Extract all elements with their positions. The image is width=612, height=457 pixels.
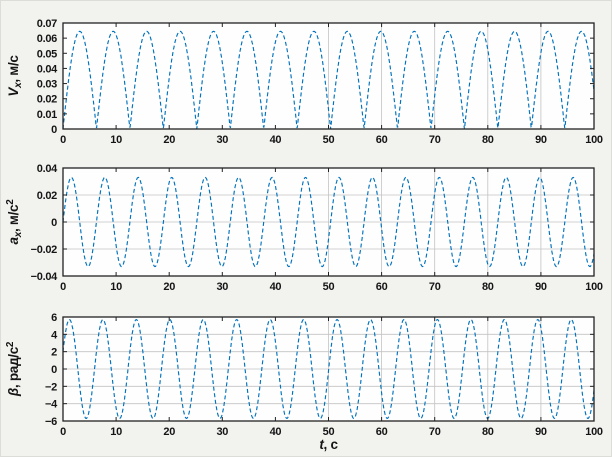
x-tick-label: 90	[535, 426, 547, 438]
y-axis-label-angular-acceleration: β, рад/с2	[5, 341, 21, 397]
y-tick-label: 0.02	[37, 94, 57, 106]
gridlines	[63, 168, 594, 276]
x-tick-label: 10	[110, 281, 122, 293]
x-tick-label: 50	[323, 426, 335, 438]
x-tick-labels: 0 10 20 30 40 50 60 70 80 90 100	[60, 134, 603, 146]
x-tick-label: 20	[163, 134, 175, 146]
x-tick-label: 50	[323, 281, 335, 293]
y-tick-label: −2	[45, 381, 57, 393]
y-tick-label: −0.04	[31, 271, 59, 283]
x-axis-label: t, с	[319, 437, 338, 452]
x-tick-labels: 0 10 20 30 40 50 60 70 80 90 100	[60, 281, 603, 293]
x-tick-label: 100	[585, 134, 603, 146]
y-axis-label-velocity: Vx, м/с	[6, 55, 24, 97]
x-tick-label: 40	[270, 134, 282, 146]
x-tick-label: 80	[482, 281, 494, 293]
x-tick-label: 30	[216, 134, 228, 146]
y-tick-label: 0.04	[37, 163, 58, 175]
x-tick-label: 30	[216, 426, 228, 438]
x-tick-label: 70	[429, 426, 441, 438]
y-tick-label: 6	[51, 312, 57, 324]
x-tick-label: 80	[482, 134, 494, 146]
y-tick-label: −6	[45, 416, 57, 428]
tick-marks	[62, 316, 595, 422]
velocity-series-line	[62, 30, 595, 130]
x-tick-label: 20	[163, 281, 175, 293]
y-tick-label: 0.02	[37, 190, 57, 202]
x-tick-label: 30	[216, 281, 228, 293]
y-tick-labels: −0.04 −0.02 0 0.02 0.04	[31, 163, 59, 283]
x-tick-label: 0	[60, 134, 66, 146]
x-tick-label: 90	[535, 134, 547, 146]
x-tick-label: 50	[323, 134, 335, 146]
tick-marks	[62, 22, 595, 130]
y-tick-label: −4	[45, 399, 58, 411]
y-tick-label: 0.04	[37, 63, 58, 75]
subplot-velocity: 0 10 20 30 40 50 60 70 80 90 10000.010.020.030.040…	[6, 18, 603, 146]
subplot-angular-acceleration: 0 10 20 30 40 50 60 70 80 90 100 −6 −4 −2 0 2 4 6 β, рад/с…	[5, 312, 603, 452]
x-tick-label: 60	[376, 281, 388, 293]
x-tick-label: 10	[110, 426, 122, 438]
x-tick-label: 0	[60, 281, 66, 293]
x-tick-label: 100	[585, 281, 603, 293]
y-axis-label-acceleration: ax, м/с2	[5, 199, 24, 245]
y-tick-label: −0.02	[31, 244, 58, 256]
x-tick-label: 40	[270, 426, 282, 438]
x-tick-label: 0	[60, 426, 66, 438]
y-tick-label: 0	[51, 364, 57, 376]
x-tick-label: 70	[429, 134, 441, 146]
acceleration-series-line	[62, 176, 595, 268]
y-tick-label: 2	[51, 347, 57, 359]
angular-acceleration-series-line	[62, 318, 595, 420]
x-tick-label: 40	[270, 281, 282, 293]
x-tick-label: 100	[585, 426, 603, 438]
y-tick-label: 4	[51, 329, 58, 341]
y-tick-label: 0.03	[37, 79, 57, 91]
y-tick-label: 0.01	[37, 109, 57, 121]
y-tick-label: 0.06	[37, 33, 57, 45]
x-tick-label: 60	[376, 134, 388, 146]
y-tick-label: 0.07	[37, 18, 57, 30]
y-tick-labels: −6 −4 −2 0 2 4 6	[45, 312, 58, 428]
gridlines	[328, 23, 542, 129]
x-tick-label: 20	[163, 426, 175, 438]
y-tick-labels: 0 0.01 0.02 0.03 0.04 0.05 0.06 0.07	[37, 18, 59, 136]
x-tick-label: 90	[535, 281, 547, 293]
y-tick-label: 0	[51, 217, 57, 229]
x-tick-labels: 0 10 20 30 40 50 60 70 80 90 100	[60, 426, 603, 438]
x-tick-label: 10	[110, 134, 122, 146]
subplot-acceleration: 0 10 20 30 40 50 60 70 80 90 100 −0.04 −0.02 0 0.02 0.0…	[5, 163, 603, 293]
y-tick-label: 0	[51, 124, 57, 136]
x-tick-label: 70	[429, 281, 441, 293]
y-tick-label: 0.05	[37, 48, 57, 60]
x-tick-label: 60	[376, 426, 388, 438]
tick-marks	[62, 167, 595, 277]
x-tick-label: 80	[482, 426, 494, 438]
